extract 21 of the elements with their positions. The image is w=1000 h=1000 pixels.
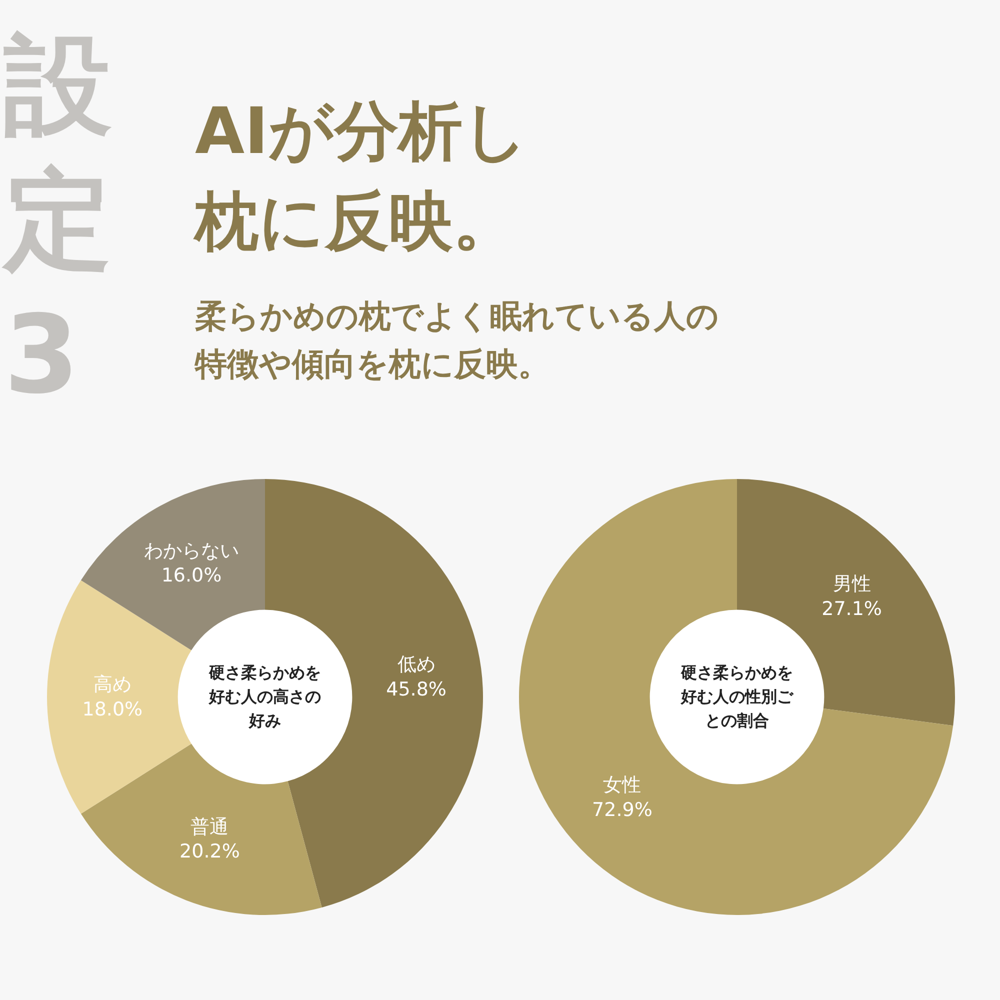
slice-label: わからない xyxy=(144,540,239,562)
slice-label: 男性 xyxy=(832,573,871,596)
chart-title: AIが分析し枕に反映。 xyxy=(195,94,530,261)
slice-label: 普通 xyxy=(190,816,229,838)
data-label: 27.1% xyxy=(822,598,882,620)
text: 硬さ柔らかめを好む人の高さの好み xyxy=(208,662,322,732)
slice-label: 高め xyxy=(93,674,132,696)
data-label: 45.8% xyxy=(386,678,446,700)
slice-label: 女性 xyxy=(603,774,642,796)
donut-slice xyxy=(47,580,192,814)
donut-slice xyxy=(519,479,954,915)
text: 設定3 xyxy=(4,22,113,420)
text: 硬さ柔らかめを好む人の性別ごとの割合 xyxy=(680,662,794,732)
data-label: 20.2% xyxy=(180,840,240,863)
slice-label: 低め xyxy=(397,654,436,676)
data-label: 18.0% xyxy=(82,698,143,720)
chart-subtitle: 柔らかめの枕でよく眠れている人の特徴や傾向を枕に反映。 xyxy=(195,296,720,385)
donut-slice xyxy=(80,479,265,650)
data-label: 72.9% xyxy=(592,798,652,821)
donut-slice xyxy=(80,744,322,915)
data-label: 16.0% xyxy=(161,564,222,587)
